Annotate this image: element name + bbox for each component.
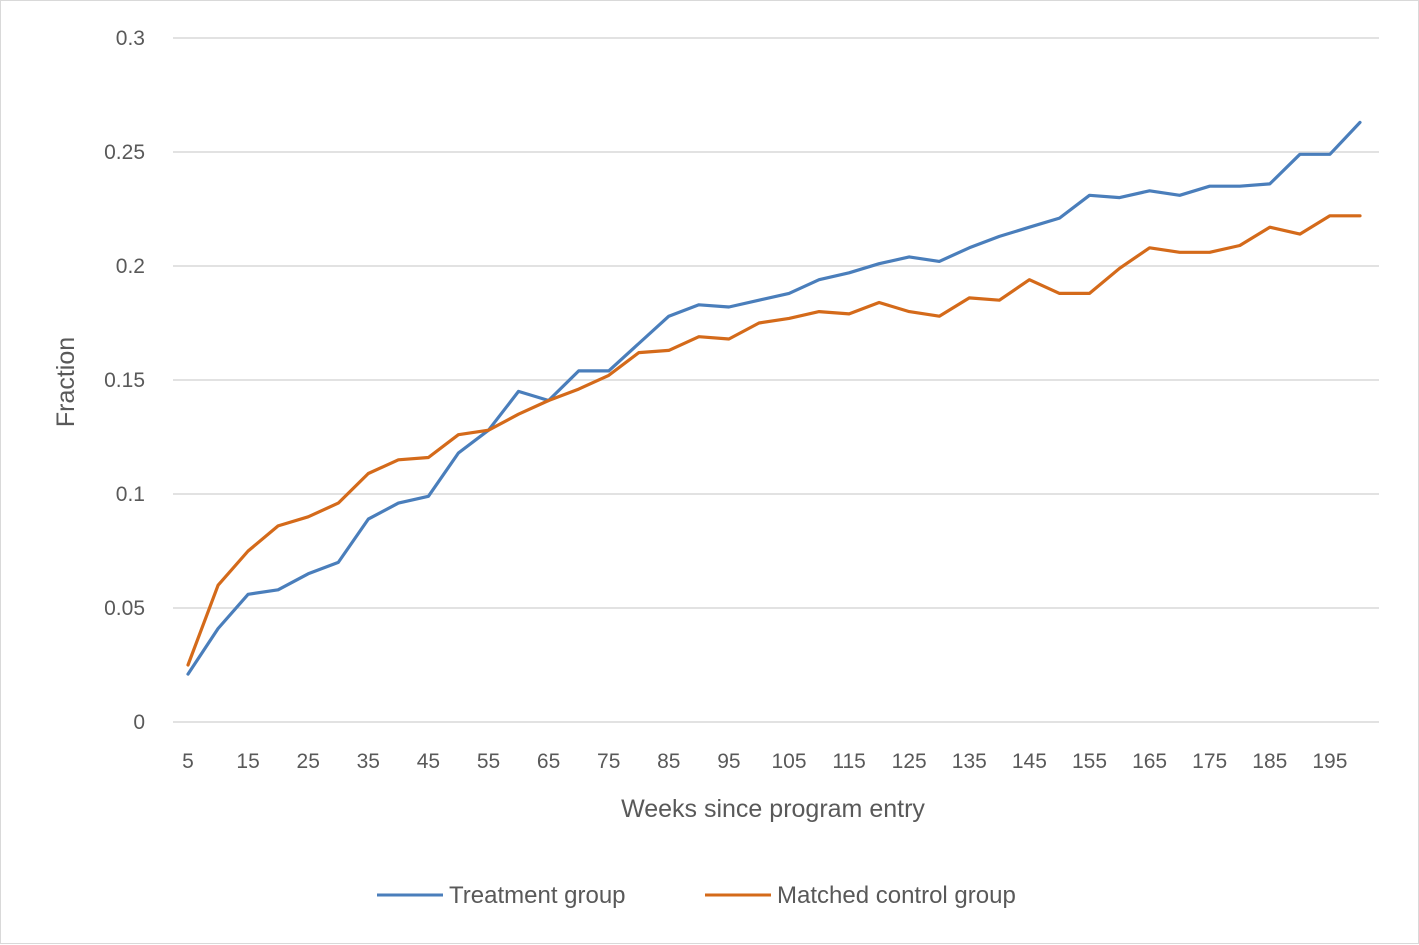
x-tick-label: 25 [297, 750, 320, 773]
x-tick-label: 165 [1132, 750, 1167, 773]
x-tick-label: 75 [597, 750, 620, 773]
y-axis-title: Fraction [52, 337, 80, 427]
legend-label-treatment: Treatment group [449, 882, 626, 909]
y-tick-label: 0.05 [104, 597, 145, 620]
series-lines [186, 120, 1362, 676]
x-tick-label: 45 [417, 750, 440, 773]
x-tick-label: 155 [1072, 750, 1107, 773]
x-tick-label: 105 [771, 750, 806, 773]
y-tick-label: 0.15 [104, 369, 145, 392]
x-axis-title: Weeks since program entry [621, 795, 925, 823]
x-tick-label: 5 [182, 750, 194, 773]
y-tick-label: 0.1 [116, 483, 145, 506]
y-tick-label: 0.3 [116, 27, 145, 50]
y-tick-label: 0 [133, 711, 145, 734]
gridlines [173, 37, 1379, 723]
x-tick-label: 185 [1252, 750, 1287, 773]
x-tick-label: 115 [832, 750, 865, 773]
series-line-control [186, 214, 1362, 667]
x-tick-label: 15 [236, 750, 259, 773]
x-tick-label: 175 [1192, 750, 1227, 773]
x-tick-label: 145 [1012, 750, 1047, 773]
x-tick-label: 65 [537, 750, 560, 773]
x-tick-label: 135 [952, 750, 987, 773]
series-line-treatment [186, 120, 1362, 676]
legend-label-control: Matched control group [777, 882, 1016, 909]
legend: Treatment group Matched control group [377, 882, 1016, 909]
x-tick-label: 95 [717, 750, 740, 773]
x-tick-label: 55 [477, 750, 500, 773]
y-axis-ticks: 0 0.05 0.1 0.15 0.2 0.25 0.3 [104, 27, 145, 734]
y-tick-label: 0.2 [116, 255, 145, 278]
x-tick-label: 195 [1312, 750, 1347, 773]
x-tick-label: 85 [657, 750, 680, 773]
y-tick-label: 0.25 [104, 141, 145, 164]
x-tick-label: 35 [357, 750, 380, 773]
x-tick-label: 125 [892, 750, 927, 773]
x-axis-ticks: 5 15 25 35 45 55 65 75 85 95 105 115 125 135 145 155 165… [182, 750, 1347, 773]
